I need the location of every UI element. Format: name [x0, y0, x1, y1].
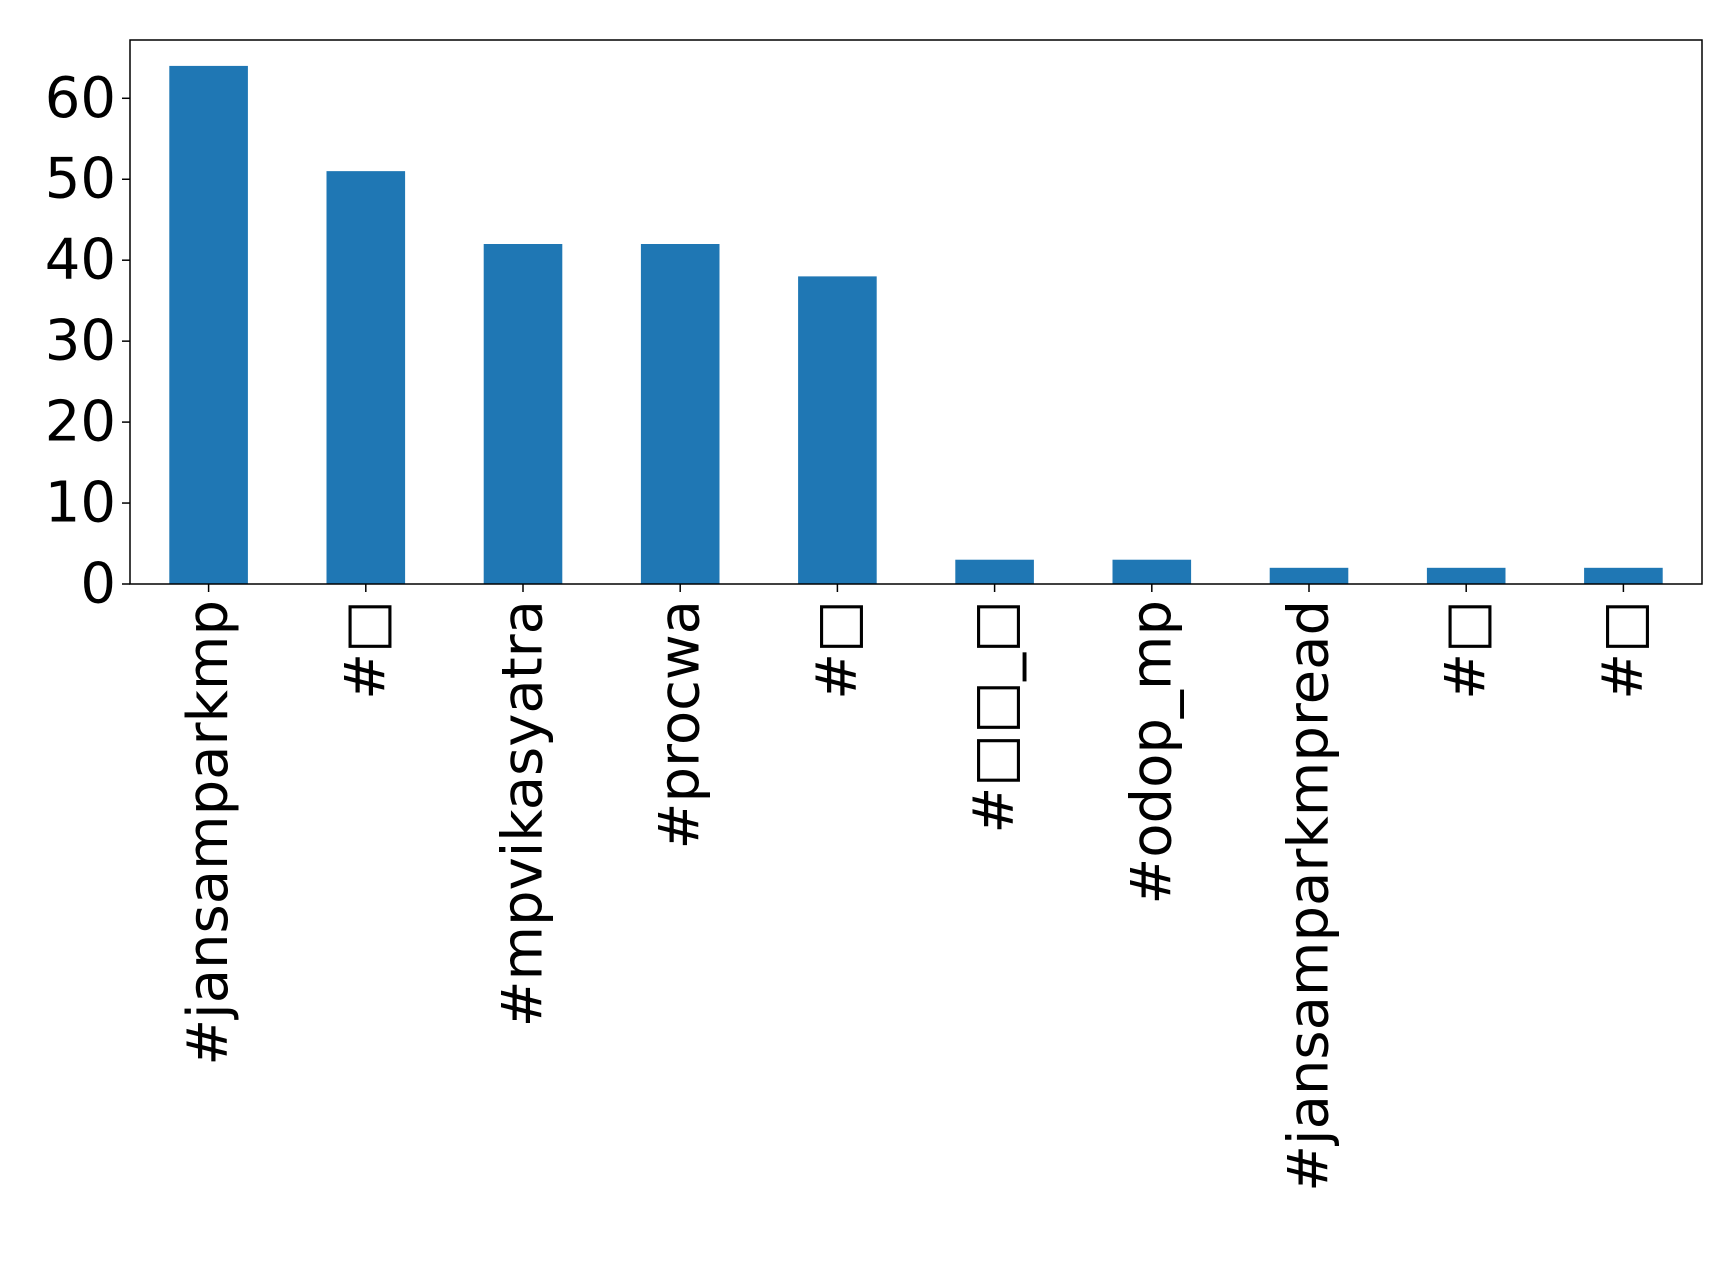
y-tick-label-1: 10 — [45, 471, 116, 536]
x-tick-label-7: #jansamparkmpread — [1277, 600, 1342, 1192]
bar-4 — [798, 276, 877, 584]
x-tick-label-1: #□ — [333, 600, 398, 700]
y-axis: 0 10 20 30 40 50 60 — [45, 66, 130, 617]
x-axis: #jansamparkmp #□ #mpvikasyatra #procwa #□ #□□… — [176, 584, 1656, 1192]
bar-5 — [955, 559, 1034, 584]
y-tick-label-0: 0 — [80, 552, 116, 617]
y-tick-label-5: 50 — [45, 147, 116, 212]
x-tick-label-5: #□□_□ — [962, 600, 1027, 834]
y-tick-label-3: 30 — [45, 309, 116, 374]
x-tick-label-4: #□ — [805, 600, 870, 700]
y-tick-label-2: 20 — [45, 390, 116, 455]
bar-1 — [326, 171, 406, 584]
bar-8 — [1426, 567, 1506, 584]
x-tick-label-8: #□ — [1434, 600, 1499, 700]
bar-6 — [1112, 559, 1192, 584]
bar-0 — [169, 65, 248, 584]
y-tick-label-4: 40 — [45, 228, 116, 293]
bar-9 — [1584, 567, 1663, 584]
bar-3 — [640, 244, 720, 584]
bars-group — [169, 65, 1663, 584]
y-tick-label-6: 60 — [45, 66, 116, 131]
x-tick-label-3: #procwa — [648, 600, 713, 849]
x-tick-label-6: #odop_mp — [1119, 600, 1184, 905]
bar-2 — [483, 244, 563, 584]
x-tick-label-2: #mpvikasyatra — [491, 600, 556, 1027]
bar-7 — [1269, 567, 1349, 584]
x-tick-label-0: #jansamparkmp — [176, 600, 241, 1066]
x-tick-label-9: #□ — [1591, 600, 1656, 700]
plot-frame — [129, 39, 1703, 585]
